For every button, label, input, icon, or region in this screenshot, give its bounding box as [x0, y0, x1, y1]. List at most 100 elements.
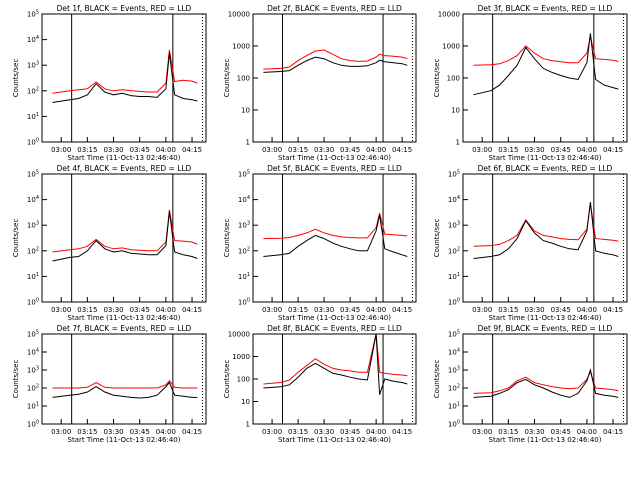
y-tick-label: 105 [27, 170, 39, 179]
y-tick-exponent: 3 [247, 221, 250, 227]
x-tick-label: 03:00 [262, 306, 282, 314]
y-tick-label: 10 [451, 107, 460, 115]
y-tick-label: 100 [27, 298, 39, 307]
lld-series-line [263, 212, 408, 240]
x-tick-label: 04:15 [182, 306, 202, 314]
y-axis-label: Counts/sec [12, 360, 20, 399]
chart-panel: Det 3f, BLACK = Events, RED = LLD 1 10 100 1… [433, 4, 628, 162]
events-series-line [263, 56, 408, 73]
y-axis-label: Counts/sec [433, 59, 441, 98]
y-tick-label: 103 [448, 366, 460, 375]
chart-title: Det 4f, BLACK = Events, RED = LLD [57, 164, 192, 173]
y-tick-exponent: 0 [457, 420, 460, 426]
plot-frame [41, 13, 207, 143]
x-axis-label: Start Time (11-Oct-13 02:46:40) [489, 314, 602, 322]
y-tick-label: 103 [27, 221, 39, 230]
x-axis-label: Start Time (11-Oct-13 02:46:40) [68, 154, 181, 162]
lld-series-line [473, 36, 619, 66]
y-tick-label: 104 [448, 195, 460, 204]
x-axis-label: Start Time (11-Oct-13 02:46:40) [68, 314, 181, 322]
events-series-line [52, 211, 198, 262]
y-axis-label: Counts/sec [433, 360, 441, 399]
y-tick-exponent: 2 [36, 86, 39, 92]
x-tick-label: 03:30 [103, 306, 123, 314]
lld-series-line [52, 209, 198, 253]
x-tick-label: 03:30 [103, 428, 123, 436]
y-tick-label: 101 [448, 272, 460, 281]
y-tick-exponent: 0 [36, 420, 39, 426]
x-tick-label: 03:00 [472, 306, 492, 314]
chart-title: Det 8f, BLACK = Events, RED = LLD [267, 324, 402, 333]
y-tick-exponent: 4 [36, 35, 39, 41]
y-tick-label: 104 [27, 35, 39, 44]
chart-panel: Det 7f, BLACK = Events, RED = LLD 100 1011… [12, 324, 207, 444]
y-tick-label: 1000 [232, 43, 250, 51]
y-tick-exponent: 1 [36, 402, 39, 408]
y-tick-label: 1 [456, 139, 460, 147]
x-tick-label: 03:15 [498, 428, 518, 436]
chart-panel: Det 6f, BLACK = Events, RED = LLD1001011… [433, 164, 628, 322]
x-tick-label: 03:15 [77, 428, 97, 436]
x-tick-label: 04:00 [366, 428, 386, 436]
y-tick-label: 101 [27, 272, 39, 281]
chart-panel: Det 5f, BLACK = Events, RED = LLD1001011… [223, 164, 417, 322]
y-axis-label: Counts/sec [12, 219, 20, 258]
y-tick-exponent: 3 [36, 366, 39, 372]
chart-panel: Det 2f, BLACK = Events, RED = LLD 1 10 100 1… [223, 4, 417, 162]
chart-title: Det 5f, BLACK = Events, RED = LLD [267, 164, 402, 173]
chart-title: Det 7f, BLACK = Events, RED = LLD [57, 324, 192, 333]
x-tick-label: 03:45 [551, 306, 571, 314]
y-tick-exponent: 1 [36, 112, 39, 118]
y-tick-label: 1 [246, 139, 250, 147]
y-tick-label: 102 [448, 246, 460, 255]
x-axis-label: Start Time (11-Oct-13 02:46:40) [278, 436, 391, 444]
y-tick-label: 105 [448, 170, 460, 179]
plot-frame [462, 333, 628, 425]
x-tick-label: 03:45 [130, 428, 150, 436]
y-tick-label: 10 [241, 107, 250, 115]
x-tick-label: 04:15 [392, 428, 412, 436]
x-tick-label: 03:15 [288, 428, 308, 436]
y-tick-exponent: 4 [457, 195, 460, 201]
x-tick-label: 03:15 [498, 306, 518, 314]
lld-series-line [473, 203, 619, 247]
y-tick-exponent: 3 [457, 366, 460, 372]
y-tick-label: 100 [447, 75, 460, 83]
events-series-line [473, 202, 619, 259]
x-tick-label: 04:15 [392, 146, 412, 154]
plot-frame [41, 333, 207, 425]
x-tick-label: 04:15 [182, 428, 202, 436]
x-tick-label: 03:00 [262, 428, 282, 436]
x-tick-label: 03:15 [288, 146, 308, 154]
chart-panel: Det 1f, BLACK = Events, RED = LLD1001011… [12, 4, 207, 162]
x-tick-label: 03:15 [77, 306, 97, 314]
y-axis-label: Counts/sec [433, 219, 441, 258]
x-tick-label: 03:00 [262, 146, 282, 154]
y-tick-label: 1 [246, 421, 250, 429]
x-tick-label: 03:00 [472, 428, 492, 436]
y-tick-exponent: 1 [457, 402, 460, 408]
events-series-line [263, 214, 408, 257]
x-tick-label: 03:45 [340, 306, 360, 314]
plot-frame [462, 173, 628, 303]
x-tick-label: 04:15 [603, 306, 623, 314]
y-tick-label: 104 [448, 348, 460, 357]
x-tick-label: 03:00 [51, 428, 71, 436]
y-tick-label: 101 [27, 402, 39, 411]
x-tick-label: 04:00 [577, 306, 597, 314]
x-tick-label: 04:00 [577, 428, 597, 436]
x-tick-label: 03:15 [288, 306, 308, 314]
x-tick-label: 04:15 [603, 146, 623, 154]
y-tick-label: 104 [27, 195, 39, 204]
y-tick-label: 101 [27, 112, 39, 121]
y-tick-exponent: 1 [457, 272, 460, 278]
y-tick-exponent: 4 [457, 348, 460, 354]
x-tick-label: 03:45 [551, 146, 571, 154]
y-tick-label: 100 [237, 376, 250, 384]
x-tick-label: 03:00 [472, 146, 492, 154]
x-tick-label: 03:30 [524, 428, 544, 436]
y-tick-exponent: 1 [247, 272, 250, 278]
y-tick-label: 100 [27, 420, 39, 429]
y-tick-label: 105 [27, 10, 39, 19]
